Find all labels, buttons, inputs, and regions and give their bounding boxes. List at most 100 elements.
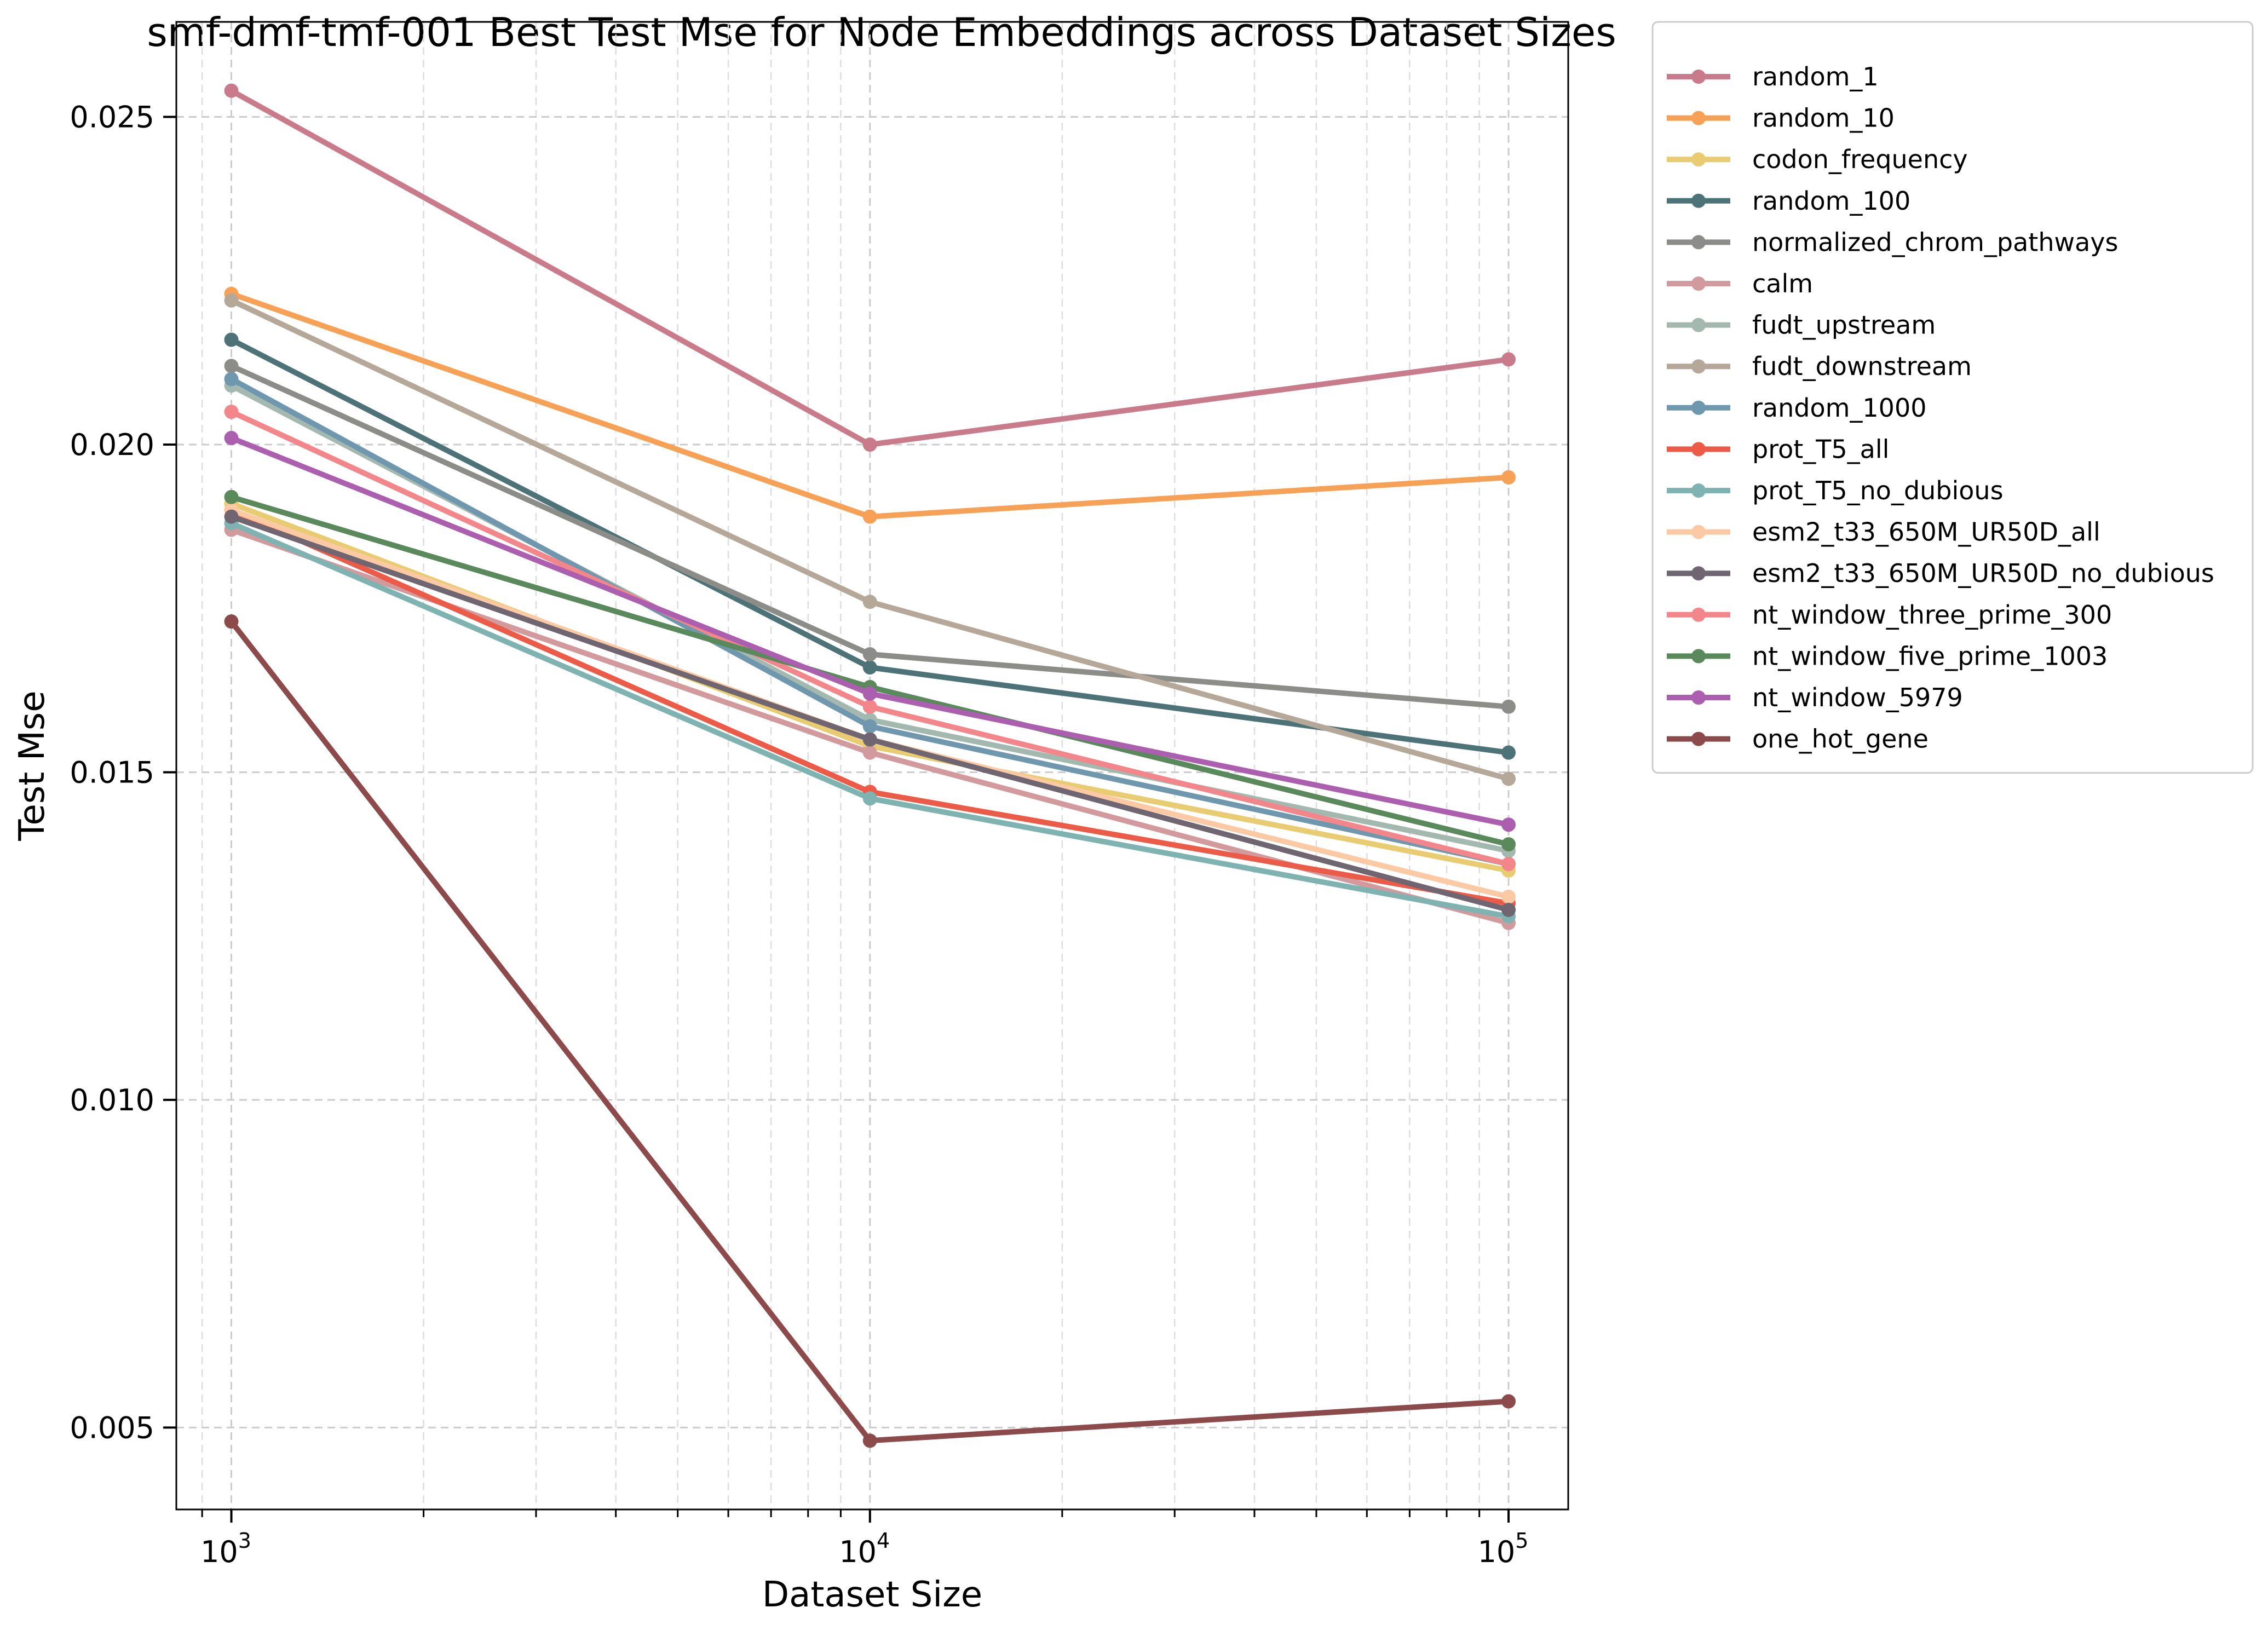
legend-label: nt_window_five_prime_1003 [1752,641,2108,671]
legend-marker [1691,566,1706,581]
x-tick-label: 103 [200,1529,251,1569]
series-esm2_t33_650M_UR50D_no_dubious [224,509,1516,917]
data-point [862,437,877,452]
y-axis-label: Test Mse [12,690,53,841]
series-one_hot_gene [224,614,1516,1448]
data-point [1501,745,1516,760]
data-point [1501,857,1516,872]
legend-marker [1691,483,1706,498]
x-tick-label: 105 [1478,1529,1529,1569]
legend-item-random_100: random_100 [1667,186,1910,216]
legend-marker [1691,235,1706,250]
legend-marker [1691,731,1706,746]
legend-item-nt_window_5979: nt_window_5979 [1667,683,1963,712]
series-layer [224,83,1516,1448]
y-tick-label: 0.025 [70,100,154,135]
legend-box [1651,21,2254,774]
data-point [224,489,239,504]
data-point [862,660,877,675]
legend-marker [1691,70,1706,84]
legend-marker [1691,152,1706,167]
legend-label: prot_T5_all [1752,434,1889,464]
legend-item-prot_T5_no_dubious: prot_T5_no_dubious [1667,476,2004,505]
data-point [224,509,239,524]
legend-label: random_1 [1752,62,1879,91]
data-point [1501,352,1516,367]
data-point [862,791,877,806]
legend-marker [1691,359,1706,374]
legend-label: nt_window_three_prime_300 [1752,600,2112,630]
legend-marker [1691,400,1706,415]
legend-label: fudt_upstream [1752,310,1936,340]
data-point [224,431,239,446]
y-tick-label: 0.020 [70,428,154,462]
legend-label: random_1000 [1752,393,1926,423]
data-point [862,745,877,760]
data-point [224,293,239,308]
legend-label: one_hot_gene [1752,724,1929,754]
series-random_1 [224,83,1516,452]
data-point [862,699,877,714]
series-normalized_chrom_pathways [224,359,1516,714]
data-point [224,359,239,373]
grid-layer [176,22,1568,1509]
legend-item-esm2_t33_650M_UR50D_all: esm2_t33_650M_UR50D_all [1667,517,2100,547]
legend-item-one_hot_gene: one_hot_gene [1667,724,1929,754]
data-point [1501,889,1516,904]
data-point [862,595,877,609]
legend-label: calm [1752,269,1813,298]
y-tick-label: 0.015 [70,755,154,790]
legend-label: esm2_t33_650M_UR50D_all [1752,517,2100,547]
legend-marker [1691,525,1706,539]
plot-area-frame [175,21,1569,1511]
legend-item-fudt_upstream: fudt_upstream [1667,310,1936,340]
legend-label: normalized_chrom_pathways [1752,227,2118,257]
legend-item-random_1000: random_1000 [1667,393,1926,423]
legend-item-random_10: random_10 [1667,103,1895,133]
legend-item-fudt_downstream: fudt_downstream [1667,351,1972,381]
data-point [862,719,877,734]
series-nt_window_5979 [224,431,1516,832]
legend-marker [1691,193,1706,208]
series-fudt_downstream [224,293,1516,786]
y-tick-label: 0.010 [70,1083,154,1117]
legend-marker [1691,607,1706,622]
data-point [1501,817,1516,832]
axis-ticks: 103 104 105 0.005 0.010 0.015 0.020 0.025 [70,100,1528,1569]
legend-marker [1691,690,1706,705]
legend-item-codon_frequency: codon_frequency [1667,145,1968,174]
y-tick-label: 0.005 [70,1410,154,1445]
x-tick-label: 104 [839,1529,890,1569]
chart-title: smf-dmf-tmf-001 Best Test Mse for Node E… [147,9,1616,55]
data-point [862,509,877,524]
legend-label: esm2_t33_650M_UR50D_no_dubious [1752,558,2214,588]
legend-marker [1691,318,1706,332]
legend-marker [1691,442,1706,457]
data-point [1501,771,1516,786]
data-point [224,83,239,98]
data-point [862,686,877,701]
data-point [224,614,239,629]
data-point [1501,902,1516,917]
legend-label: fudt_downstream [1752,351,1972,381]
legend-item-esm2_t33_650M_UR50D_no_dubious: esm2_t33_650M_UR50D_no_dubious [1667,558,2214,588]
legend-marker [1691,276,1706,291]
data-point [862,647,877,662]
data-point [862,732,877,747]
data-point [224,332,239,347]
legend-label: codon_frequency [1752,145,1968,174]
data-point [224,405,239,419]
legend-marker [1691,111,1706,125]
legend-marker [1691,649,1706,664]
legend-item-prot_T5_all: prot_T5_all [1667,434,1889,464]
data-point [224,372,239,387]
data-point [1501,1394,1516,1409]
legend-item-nt_window_five_prime_1003: nt_window_five_prime_1003 [1667,641,2108,671]
legend-label: random_100 [1752,186,1910,216]
series-random_100 [224,332,1516,760]
x-axis-label: Dataset Size [762,1575,982,1615]
data-point [1501,699,1516,714]
data-point [1501,470,1516,485]
legend-item-normalized_chrom_pathways: normalized_chrom_pathways [1667,227,2118,257]
